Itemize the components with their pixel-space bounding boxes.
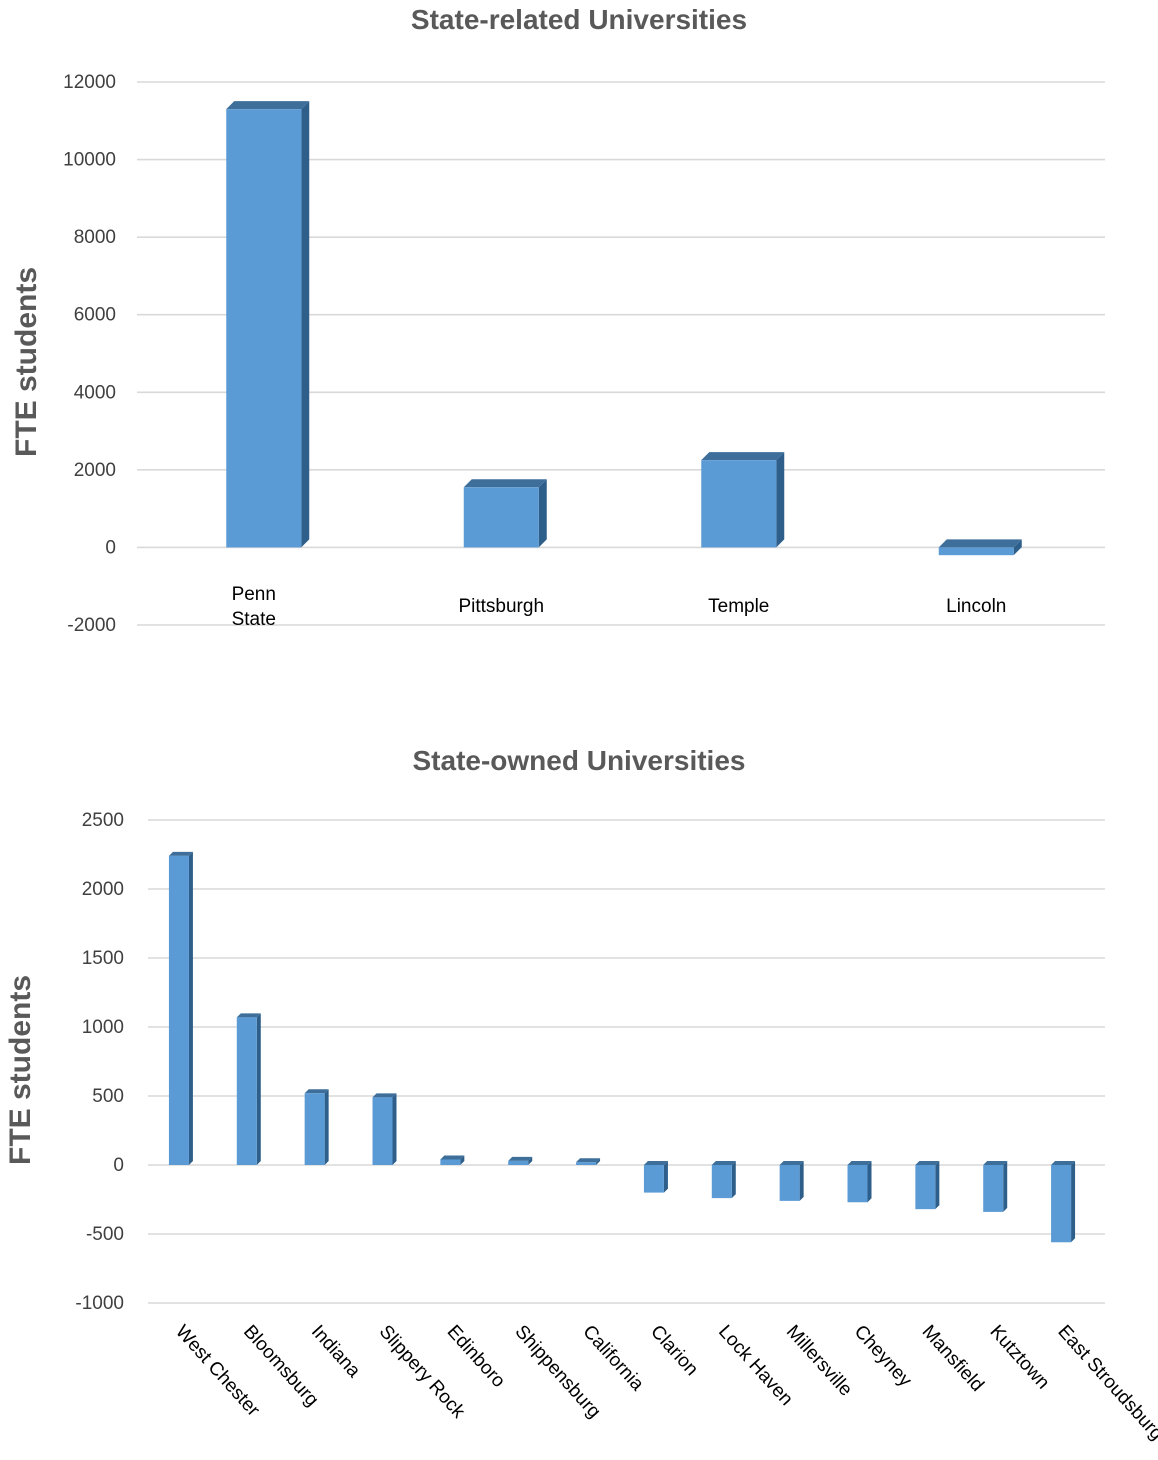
y-tick-label: 0 [105,537,116,558]
bar-side [935,1161,940,1210]
x-tick-label: Millersville [782,1321,856,1400]
bar-top [463,479,547,488]
bar-side [867,1161,872,1203]
bar-temple [701,460,777,548]
chart-title-state-owned: State-owned Universities [412,745,746,776]
bar-top [779,1161,804,1165]
bar-top [236,1013,261,1018]
bar-side [392,1093,397,1165]
bar-side [776,452,785,548]
bar-side [256,1013,261,1165]
bar-pittsburgh [463,487,539,548]
bar-top [847,1161,872,1165]
y-tick-label: 8000 [74,227,116,248]
x-tick-label: Clarion [646,1321,702,1380]
chart-state-related: -2000 0 2000 4000 6000 8000 10000 12000 FTE stud… [10,72,1105,636]
x-tick-label: California [578,1321,648,1395]
x-tick-label: Mansfield [918,1321,988,1395]
bar-side [528,1156,533,1165]
y-tick-label: 12000 [63,72,116,93]
bar-lock-haven [711,1165,732,1199]
bar-top [701,452,785,461]
x-tick-label: Kutztown [985,1321,1053,1393]
bar-east-stroudsburg [1051,1165,1072,1243]
y-tick-label: 4000 [74,382,116,403]
bar-edinboro [440,1159,461,1165]
y-tick-label: 1000 [82,1017,124,1038]
bar-top [576,1158,601,1163]
bar-side [731,1161,736,1199]
bar-top [304,1089,329,1094]
bar-millersville [779,1165,800,1201]
y-tick-label: 10000 [63,150,116,171]
bar-penn-state [226,109,302,548]
bar-top [711,1161,736,1165]
bar-side [538,479,547,548]
bar-kutztown [983,1165,1004,1212]
y-tick-label: -500 [86,1224,124,1245]
bar-side [1003,1161,1008,1212]
bar-side [460,1155,465,1165]
bar-top [1051,1161,1076,1165]
x-tick-label: Lincoln [946,596,1006,617]
bar-bloomsburg [236,1017,257,1165]
bar-top [915,1161,940,1165]
y-tick-label: 1500 [82,948,124,969]
bar-top [938,539,1022,548]
x-tick-label: Indiana [307,1321,365,1382]
y-tick-label: 2000 [74,460,116,481]
bar-west-chester [168,855,189,1165]
x-tick-label: Temple [708,596,769,617]
bar-slippery-rock [372,1097,393,1165]
bar-cheyney [847,1165,868,1203]
x-tick-label: Pittsburgh [458,596,544,617]
bar-side [188,851,193,1165]
bar-california [576,1162,597,1165]
bar-clarion [643,1165,664,1193]
y-axis-title: FTE students [10,267,43,457]
bar-top [168,851,193,856]
bar-side [596,1158,601,1165]
y-tick-label: -2000 [67,615,116,636]
bar-side [799,1161,804,1201]
y-tick-label: 2000 [82,879,124,900]
y-tick-label: 0 [113,1155,124,1176]
y-tick-label: 500 [92,1086,124,1107]
bar-top [372,1093,397,1098]
bar-side [301,101,310,548]
x-tick-label: Edinboro [443,1321,510,1392]
x-tick-label: Cheyney [850,1321,916,1391]
chart-state-owned: -1000 -500 0 500 1000 1500 2000 2500 FTE student… [4,810,1158,1444]
bar-top [983,1161,1008,1165]
bar-side [663,1161,668,1193]
bar-side [1071,1161,1076,1243]
bar-shippensburg [508,1160,529,1165]
bar-top [508,1156,533,1161]
bar-top [440,1155,465,1160]
y-axis-title: FTE students [4,975,37,1165]
bar-mansfield [915,1165,936,1210]
bar-side [1013,539,1022,556]
chart-title-state-related: State-related Universities [410,4,748,35]
y-tick-label: 2500 [82,810,124,831]
bar-lincoln [938,547,1014,556]
bar-top [226,101,310,110]
y-tick-label: -1000 [75,1293,124,1314]
x-tick-label: Penn State [232,584,276,630]
y-tick-label: 6000 [74,305,116,326]
bar-top [643,1161,668,1165]
bar-side [324,1089,329,1165]
bar-indiana [304,1093,325,1165]
x-tick-label: East Stroudsburg [1053,1321,1158,1444]
